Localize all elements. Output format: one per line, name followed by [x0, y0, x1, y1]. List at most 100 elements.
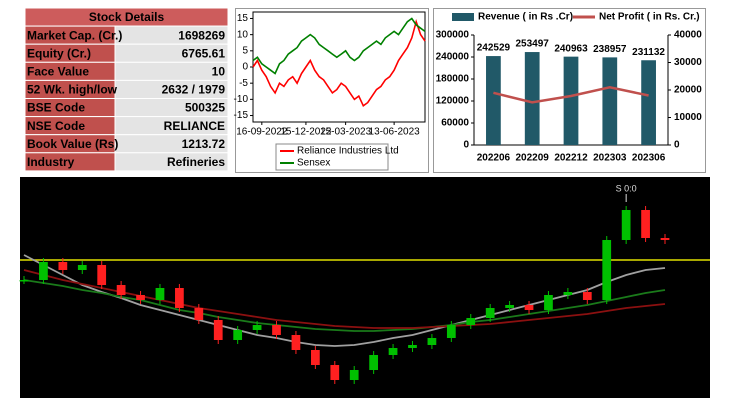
- bar-value-label: 242529: [477, 43, 511, 54]
- y2-tick-label: 20000: [674, 85, 702, 96]
- candle-body: [388, 348, 398, 355]
- candle-body: [155, 288, 165, 300]
- bar-value-label: 238957: [593, 44, 627, 55]
- candle-body: [466, 318, 476, 325]
- bar: [524, 52, 540, 145]
- table-title: Stock Details: [89, 10, 165, 24]
- bar-value-label: 240963: [554, 43, 588, 54]
- moving-average: [23, 269, 666, 329]
- candle-body: [427, 338, 437, 345]
- candle-body: [582, 292, 592, 300]
- table-label: Market Cap. (Cr.): [27, 28, 122, 42]
- x-tick-label: 15-03-2023: [320, 127, 372, 138]
- table-value: RELIANCE: [164, 119, 225, 133]
- y-tick-label: -5: [239, 78, 248, 89]
- candle-body: [563, 292, 573, 295]
- candle-body: [446, 325, 456, 338]
- table-value: 1213.72: [182, 137, 226, 151]
- candle-body: [524, 305, 534, 310]
- candle-body: [194, 308, 204, 320]
- y-tick-label: 180000: [436, 74, 470, 85]
- y-tick-label: 300000: [436, 30, 470, 41]
- candle-body: [660, 238, 670, 240]
- x-tick-label: 202212: [554, 153, 588, 164]
- candle-body: [349, 370, 359, 380]
- candle-body: [39, 262, 48, 280]
- table-value: 6765.61: [182, 46, 226, 60]
- y-tick-label: 240000: [436, 52, 470, 63]
- annotation: S 0:0: [616, 183, 637, 193]
- candle-body: [77, 265, 87, 270]
- legend-box: [275, 143, 389, 171]
- y-tick-label: 120000: [436, 96, 470, 107]
- y-tick-label: 15: [237, 13, 249, 24]
- candle-body: [175, 288, 184, 308]
- y-tick-label: 10: [237, 29, 249, 40]
- line-series: [252, 17, 426, 75]
- bar-value-label: 253497: [516, 39, 550, 50]
- y2-tick-label: 10000: [674, 112, 702, 123]
- legend-swatch: [452, 13, 474, 21]
- table-value: 10: [212, 65, 226, 79]
- table-label: NSE Code: [27, 119, 85, 133]
- x-tick-label: 202206: [477, 153, 511, 164]
- candle-body: [233, 330, 243, 340]
- candle-body: [544, 295, 553, 310]
- candle-body: [621, 210, 631, 240]
- candle-body: [310, 350, 320, 365]
- y-tick-label: -10: [234, 94, 249, 105]
- x-tick-label: 16-09-2022: [236, 127, 288, 138]
- table-value: Refineries: [167, 155, 225, 169]
- candle-body: [252, 325, 262, 330]
- y-tick-label: 0: [463, 140, 469, 151]
- y-tick-label: 60000: [441, 118, 469, 129]
- y-tick-label: -15: [234, 110, 249, 121]
- candle-body: [116, 285, 126, 295]
- y2-tick-label: 30000: [674, 57, 702, 68]
- candle-body: [641, 210, 650, 238]
- candle-body: [19, 280, 29, 282]
- candle-body: [602, 240, 612, 300]
- bar: [641, 60, 656, 145]
- legend-label: Reliance Industries Ltd: [297, 146, 399, 157]
- legend-label: Revenue ( in Rs .Cr): [478, 12, 573, 23]
- candle-body: [485, 308, 495, 318]
- profit-line: [493, 86, 649, 104]
- x-tick-label: 202306: [632, 153, 666, 164]
- table-label: 52 Wk. high/low: [27, 83, 118, 97]
- table-value-cell: [114, 152, 229, 172]
- candle-body: [272, 325, 281, 335]
- y-tick-label: 0: [242, 62, 248, 73]
- candle-body: [408, 345, 417, 348]
- table-label: Book Value (Rs): [27, 137, 118, 151]
- x-tick-label: 202209: [516, 153, 550, 164]
- moving-average: [23, 254, 666, 347]
- y2-tick-label: 0: [674, 140, 680, 151]
- table-label: BSE Code: [27, 101, 85, 115]
- x-tick-label: 15-12-2022: [280, 127, 332, 138]
- candle-body: [97, 265, 107, 285]
- candle-body: [291, 335, 301, 350]
- moving-average: [23, 279, 666, 332]
- table-value: 2632 / 1979: [162, 83, 226, 97]
- table-label: Industry: [27, 155, 75, 169]
- legend-label: Net Profit ( in Rs. Cr.): [599, 12, 700, 23]
- table-label: Equity (Cr.): [27, 46, 91, 60]
- y-tick-label: 5: [242, 45, 248, 56]
- legend-label: Sensex: [297, 158, 330, 169]
- bar-value-label: 231132: [632, 47, 665, 58]
- bar: [563, 56, 579, 146]
- x-tick-label: 13-06-2023: [369, 127, 421, 138]
- line-series: [252, 18, 426, 108]
- candle-body: [330, 365, 340, 380]
- y2-tick-label: 40000: [674, 30, 702, 41]
- candle-body: [136, 295, 145, 300]
- bar: [486, 56, 501, 145]
- table-label: Face Value: [27, 65, 89, 79]
- candle-body: [505, 305, 514, 308]
- candle-body: [369, 355, 379, 370]
- table-value: 500325: [185, 101, 225, 115]
- x-tick-label: 202303: [593, 153, 627, 164]
- candle-body: [58, 262, 68, 270]
